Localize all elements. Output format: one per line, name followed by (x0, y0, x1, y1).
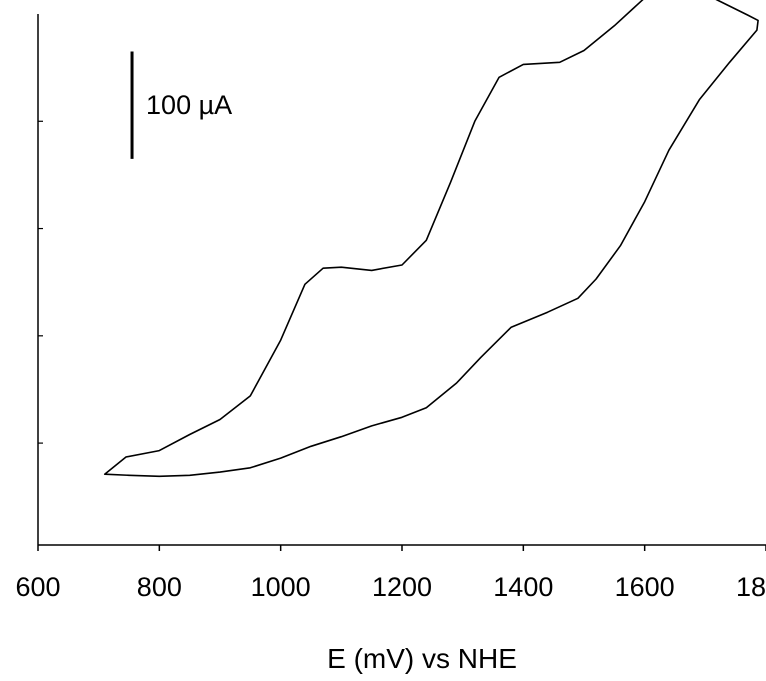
x-tick-label-1400: 1400 (493, 572, 553, 602)
x-tick-label-1800: 1800 (736, 572, 766, 602)
x-ticks (38, 121, 766, 551)
x-tick-label-800: 800 (137, 572, 182, 602)
cv-curve (105, 0, 758, 476)
x-tick-label-1000: 1000 (251, 572, 311, 602)
x-tick-labels: 600 800 1000 1200 1400 1600 1800 (15, 572, 766, 602)
x-tick-label-600: 600 (15, 572, 60, 602)
x-tick-label-1600: 1600 (615, 572, 675, 602)
scale-bar-label: 100 µA (146, 90, 232, 120)
x-axis-title: E (mV) vs NHE (327, 643, 517, 674)
series-layer (105, 0, 758, 476)
scale-bar-group: 100 µA (132, 52, 232, 159)
x-tick-label-1200: 1200 (372, 572, 432, 602)
